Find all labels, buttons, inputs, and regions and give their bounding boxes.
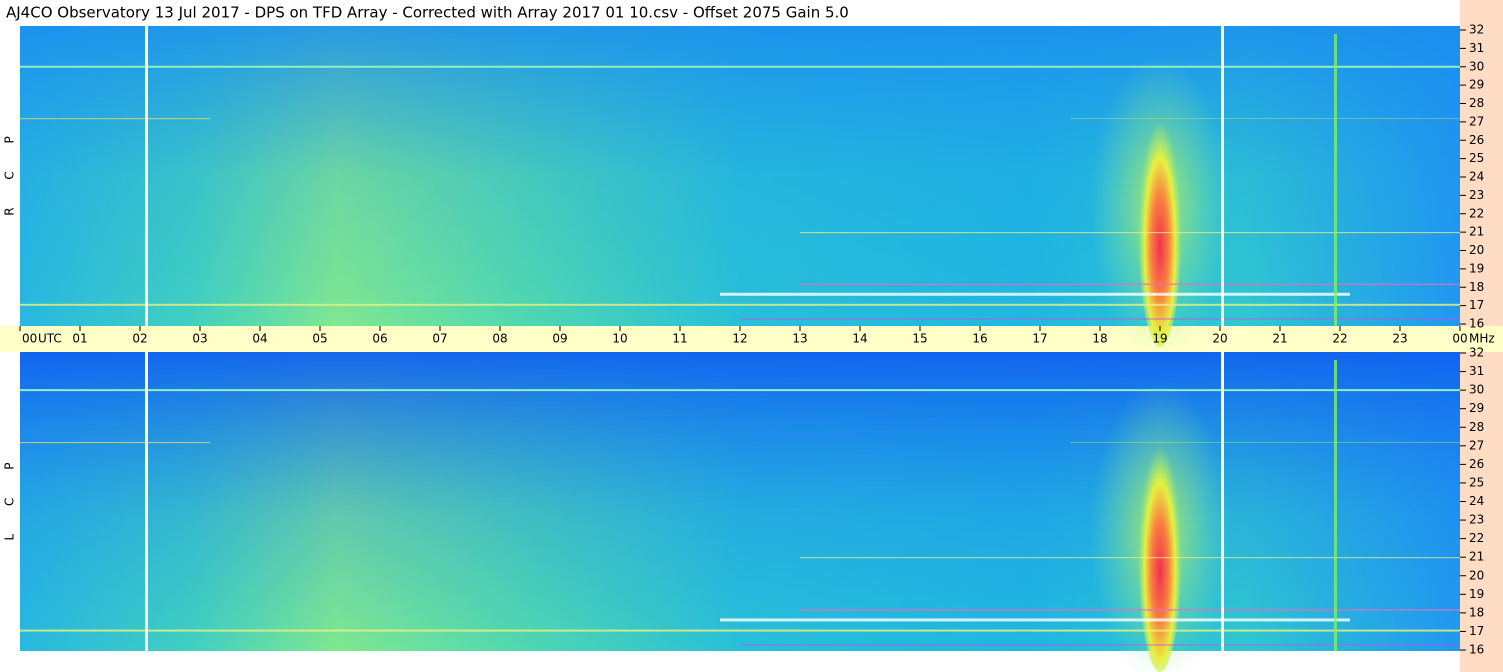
y-tick-label: 29	[1469, 401, 1484, 415]
x-tick-label: 12	[732, 332, 747, 346]
x-tick-label: 18	[1092, 332, 1107, 346]
x-tick-label: 00	[22, 332, 37, 346]
x-tick-label: 21	[1272, 332, 1287, 346]
streak	[740, 318, 1460, 320]
burst-core	[1138, 95, 1182, 347]
x-tick-label: 05	[312, 332, 327, 346]
y-tick-label: 22	[1469, 206, 1484, 220]
y-tick-label: 16	[1469, 317, 1484, 331]
y-tick-label: 27	[1469, 114, 1484, 128]
x-tick-label: 04	[252, 332, 267, 346]
x-tick-label: 13	[792, 332, 807, 346]
streak	[20, 442, 210, 444]
carrier	[1334, 34, 1337, 326]
y-tick-label: 16	[1469, 643, 1484, 657]
chart-title: AJ4CO Observatory 13 Jul 2017 - DPS on T…	[6, 4, 849, 22]
y-tick-label: 26	[1469, 133, 1484, 147]
x-tick-label: 10	[612, 332, 627, 346]
gap-line	[145, 352, 148, 651]
x-tick-label: 19	[1152, 332, 1167, 346]
x-tick-label: 15	[912, 332, 927, 346]
y-tick-label: 25	[1469, 475, 1484, 489]
x-tick-label: 20	[1212, 332, 1227, 346]
carrier	[1334, 360, 1337, 651]
streak	[20, 303, 1460, 306]
y-tick-label: 21	[1469, 225, 1484, 239]
x-tick-label: 02	[132, 332, 147, 346]
x-tick-label: 09	[552, 332, 567, 346]
streak	[720, 618, 1350, 622]
y-tick-label: 32	[1469, 23, 1484, 37]
y-tick-label: 31	[1469, 41, 1484, 55]
y-tick-label: 22	[1469, 531, 1484, 545]
streak	[740, 644, 1460, 646]
x-tick-label: 08	[492, 332, 507, 346]
y-tick-label: 17	[1469, 298, 1484, 312]
streak	[800, 283, 1460, 286]
streak	[20, 629, 1460, 632]
y-tick-label: 20	[1469, 243, 1484, 257]
burst-core	[1138, 420, 1182, 672]
streak	[720, 292, 1350, 296]
y-tick-label: 23	[1469, 513, 1484, 527]
streak	[800, 232, 1460, 234]
y-tick-label: 28	[1469, 420, 1484, 434]
y-tick-label: 31	[1469, 364, 1484, 378]
y-tick-label: 21	[1469, 550, 1484, 564]
x-tick-label: 14	[852, 332, 867, 346]
y-tick-label: 23	[1469, 188, 1484, 202]
x-tick-label: 01	[72, 332, 87, 346]
y-tick-label: 30	[1469, 59, 1484, 73]
streak	[20, 118, 210, 120]
spectrum-shade	[20, 352, 1460, 651]
y-tick-label: 17	[1469, 624, 1484, 638]
y-tick-label: 20	[1469, 568, 1484, 582]
time-band	[0, 326, 1503, 352]
spectrum-shade	[20, 26, 1460, 326]
y-tick-label: 24	[1469, 170, 1484, 184]
y-tick-label: 24	[1469, 494, 1484, 508]
x-tick-label: 06	[372, 332, 387, 346]
streak	[800, 557, 1460, 559]
y-axis-label: MHz	[1469, 332, 1495, 346]
x-tick-label: 17	[1032, 332, 1047, 346]
x-tick-label: 00	[1452, 332, 1467, 346]
streak	[800, 609, 1460, 611]
line-30mhz	[20, 65, 1460, 68]
gap-line	[1221, 26, 1224, 326]
x-tick-label: 03	[192, 332, 207, 346]
panel-label: R C P	[3, 124, 17, 216]
y-tick-label: 19	[1469, 587, 1484, 601]
streak	[1070, 118, 1460, 119]
streak	[1070, 442, 1460, 443]
x-tick-label: 07	[432, 332, 447, 346]
y-tick-label: 32	[1469, 346, 1484, 360]
y-tick-label: 18	[1469, 605, 1484, 619]
y-tick-label: 30	[1469, 383, 1484, 397]
y-tick-label: 26	[1469, 457, 1484, 471]
x-tick-label: 16	[972, 332, 987, 346]
line-30mhz	[20, 389, 1460, 392]
y-tick-label: 25	[1469, 151, 1484, 165]
y-tick-label: 29	[1469, 78, 1484, 92]
gap-line	[1221, 352, 1224, 651]
y-tick-label: 19	[1469, 261, 1484, 275]
y-tick-label: 18	[1469, 280, 1484, 294]
panel-label: L C P	[3, 451, 17, 541]
gap-line	[145, 26, 148, 326]
y-tick-label: 28	[1469, 96, 1484, 110]
x-axis-label: UTC	[38, 332, 62, 346]
x-tick-label: 22	[1332, 332, 1347, 346]
x-tick-label: 23	[1392, 332, 1407, 346]
y-tick-label: 27	[1469, 438, 1484, 452]
x-tick-label: 11	[672, 332, 687, 346]
